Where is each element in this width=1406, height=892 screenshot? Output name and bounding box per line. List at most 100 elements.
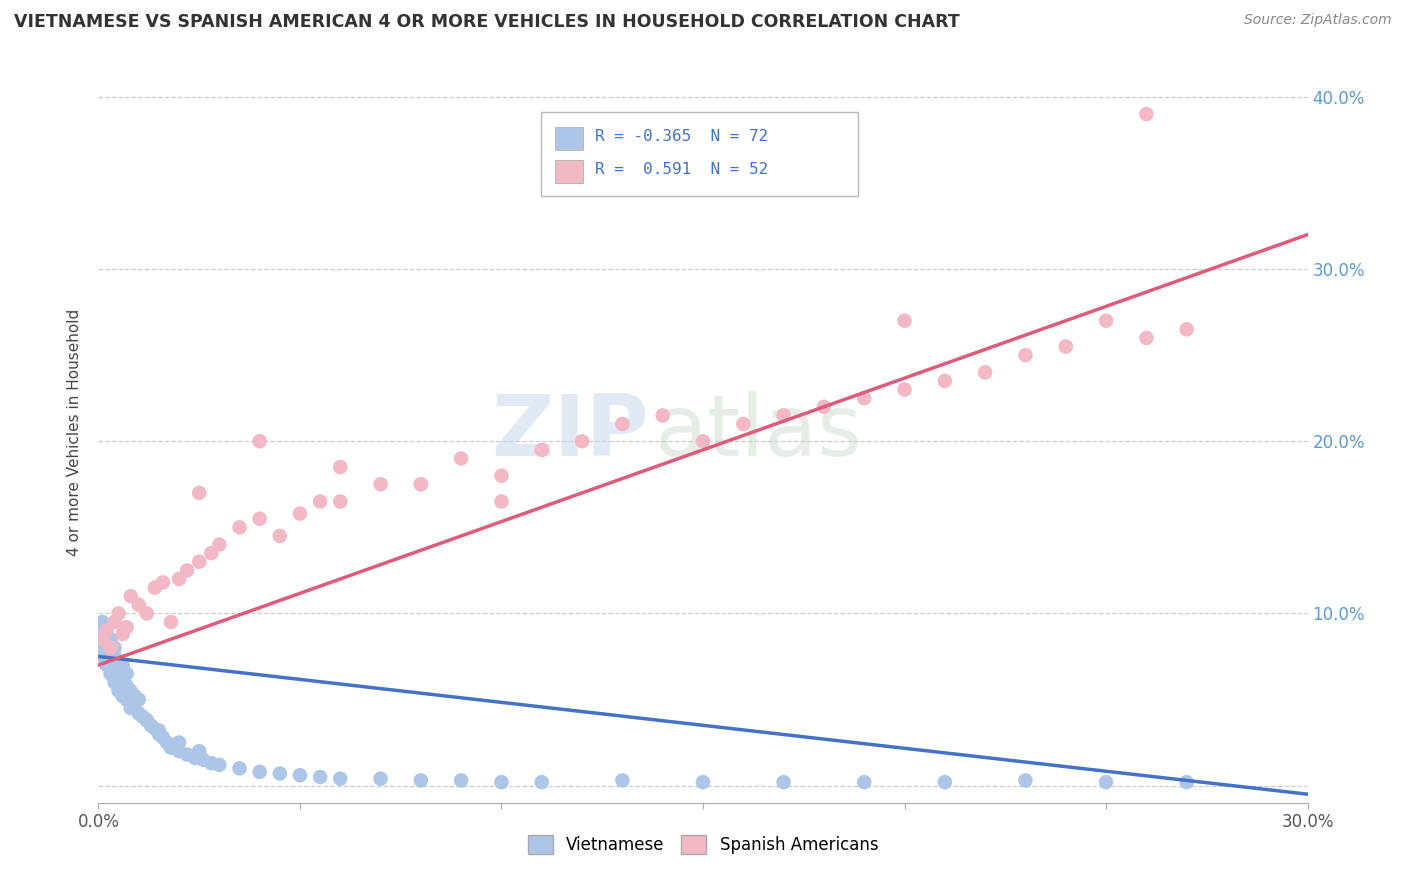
Point bbox=[309, 770, 332, 784]
Point bbox=[288, 507, 311, 521]
Point bbox=[1054, 339, 1077, 353]
Point bbox=[530, 775, 553, 789]
Point bbox=[1175, 775, 1198, 789]
Text: atlas: atlas bbox=[655, 391, 863, 475]
Point bbox=[96, 637, 118, 651]
Point bbox=[176, 563, 198, 577]
Point bbox=[249, 434, 271, 449]
Point bbox=[1095, 314, 1118, 328]
Point bbox=[111, 672, 134, 686]
Point bbox=[188, 486, 211, 500]
Point bbox=[128, 706, 150, 721]
Point bbox=[184, 751, 207, 765]
Point bbox=[1014, 348, 1036, 362]
Point bbox=[309, 494, 332, 508]
Point bbox=[1135, 331, 1157, 345]
Point bbox=[249, 764, 271, 779]
Point bbox=[91, 632, 114, 647]
Point bbox=[139, 718, 162, 732]
Text: R =  0.591  N = 52: R = 0.591 N = 52 bbox=[595, 162, 768, 177]
Point bbox=[111, 627, 134, 641]
Point bbox=[103, 675, 125, 690]
Point bbox=[135, 713, 157, 727]
Point bbox=[176, 747, 198, 762]
Point bbox=[91, 649, 114, 664]
Point bbox=[124, 701, 146, 715]
Point bbox=[934, 775, 956, 789]
Point bbox=[329, 772, 352, 786]
Point bbox=[103, 615, 125, 629]
Point bbox=[103, 661, 125, 675]
Point bbox=[143, 581, 166, 595]
Point bbox=[491, 468, 513, 483]
Point bbox=[208, 758, 231, 772]
Point bbox=[128, 598, 150, 612]
Point bbox=[135, 607, 157, 621]
Point bbox=[167, 572, 190, 586]
Point bbox=[772, 775, 794, 789]
Point bbox=[188, 555, 211, 569]
Point bbox=[152, 575, 174, 590]
Legend: Vietnamese, Spanish Americans: Vietnamese, Spanish Americans bbox=[522, 829, 884, 861]
Y-axis label: 4 or more Vehicles in Household: 4 or more Vehicles in Household bbox=[67, 309, 83, 557]
Point bbox=[692, 434, 714, 449]
Point bbox=[120, 589, 142, 603]
Point bbox=[370, 477, 392, 491]
Point bbox=[107, 679, 129, 693]
Point bbox=[288, 768, 311, 782]
Text: VIETNAMESE VS SPANISH AMERICAN 4 OR MORE VEHICLES IN HOUSEHOLD CORRELATION CHART: VIETNAMESE VS SPANISH AMERICAN 4 OR MORE… bbox=[14, 13, 960, 31]
Point bbox=[612, 417, 634, 431]
Point bbox=[100, 655, 122, 669]
Point bbox=[853, 391, 876, 405]
Point bbox=[91, 615, 114, 629]
Point bbox=[772, 409, 794, 423]
Point bbox=[143, 722, 166, 736]
Point bbox=[96, 649, 118, 664]
Point bbox=[120, 684, 142, 698]
Point bbox=[450, 451, 472, 466]
Point bbox=[100, 640, 122, 655]
Point bbox=[450, 773, 472, 788]
Point bbox=[91, 632, 114, 647]
Point bbox=[370, 772, 392, 786]
Point bbox=[409, 773, 432, 788]
Point bbox=[974, 365, 997, 379]
Point bbox=[91, 640, 114, 655]
Point bbox=[249, 512, 271, 526]
Point bbox=[228, 761, 250, 775]
Point bbox=[124, 689, 146, 703]
Point bbox=[135, 713, 157, 727]
Point bbox=[96, 658, 118, 673]
Point bbox=[269, 766, 291, 780]
Point bbox=[120, 701, 142, 715]
Point bbox=[193, 753, 215, 767]
Point bbox=[152, 731, 174, 745]
Point bbox=[1095, 775, 1118, 789]
Point bbox=[409, 477, 432, 491]
Point bbox=[115, 679, 138, 693]
Point bbox=[329, 460, 352, 475]
Point bbox=[132, 709, 155, 723]
Point bbox=[107, 607, 129, 621]
Point bbox=[651, 409, 673, 423]
Point bbox=[409, 477, 432, 491]
Point bbox=[893, 314, 915, 328]
Point bbox=[148, 727, 170, 741]
Point bbox=[530, 442, 553, 457]
Point bbox=[228, 520, 250, 534]
Point bbox=[934, 374, 956, 388]
Point bbox=[96, 624, 118, 638]
Point bbox=[269, 529, 291, 543]
Point bbox=[96, 627, 118, 641]
Text: R = -0.365  N = 72: R = -0.365 N = 72 bbox=[595, 129, 768, 144]
Point bbox=[853, 775, 876, 789]
Point bbox=[103, 649, 125, 664]
Point bbox=[167, 744, 190, 758]
Point bbox=[160, 615, 183, 629]
Point bbox=[167, 735, 190, 749]
Point bbox=[128, 692, 150, 706]
Point bbox=[200, 756, 222, 771]
Point bbox=[491, 494, 513, 508]
Point bbox=[329, 494, 352, 508]
Point bbox=[100, 632, 122, 647]
